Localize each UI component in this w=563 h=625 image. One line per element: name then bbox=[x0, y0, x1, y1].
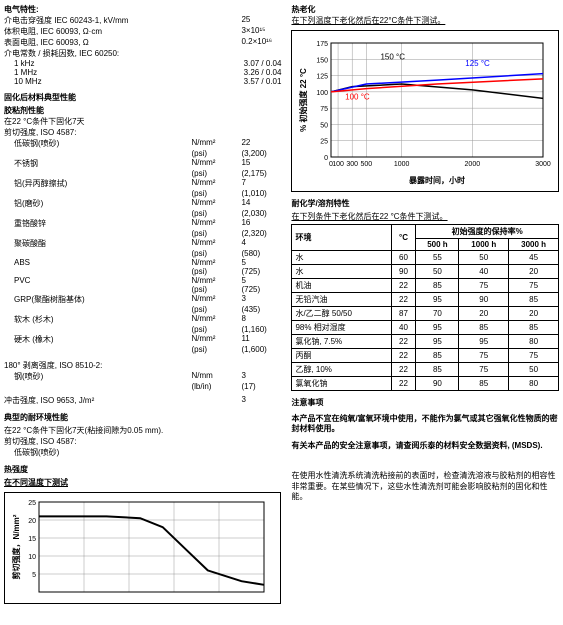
svg-text:100: 100 bbox=[317, 90, 329, 97]
svg-text:3000: 3000 bbox=[536, 161, 552, 168]
wash-note: 在使用水性清洗系统清洗粘接前的表面时，检查清洗溶液与胶粘剂的相容性非常重要。在某… bbox=[291, 471, 559, 502]
freq-row: 10 MHz3.57 / 0.01 bbox=[4, 77, 281, 86]
svg-text:125 °C: 125 °C bbox=[466, 59, 491, 68]
aging-chart-svg: 1751501251007550250010030050010002000300… bbox=[296, 35, 551, 185]
svg-text:175: 175 bbox=[317, 41, 329, 48]
elec-row: 体积电阻, IEC 60093, Ω·cm3×10¹⁵ bbox=[4, 26, 281, 37]
table-row: 水/乙二醇 50/5087702020 bbox=[292, 307, 559, 321]
shear-row: 聚碳酸酯N/mm²4 bbox=[4, 238, 281, 249]
chem-sub: 在下列条件下老化然后在22 °C条件下测试。 bbox=[291, 211, 559, 222]
svg-text:150 °C: 150 °C bbox=[381, 52, 406, 61]
cure-cond: 在22 °C条件下固化7天 bbox=[4, 116, 281, 127]
svg-text:25: 25 bbox=[28, 500, 36, 507]
svg-text:2000: 2000 bbox=[465, 161, 481, 168]
cured-title: 固化后材料典型性能 bbox=[4, 92, 281, 103]
aging-chart: 1751501251007550250010030050010002000300… bbox=[291, 30, 559, 192]
chem-table: 环境°C初始强度的保持率%500 h1000 h3000 h水60555045水… bbox=[291, 224, 559, 391]
msds-note: 有关本产品的安全注意事项，请查阅乐泰的材料安全数据资料, (MSDS). bbox=[291, 441, 559, 451]
adhesive-title: 胶粘剂性能 bbox=[4, 105, 281, 116]
shear-row: ABSN/mm²5 bbox=[4, 258, 281, 267]
env-cond: 在22 °C条件下固化7天(粘接间隙为0.05 mm). bbox=[4, 425, 281, 436]
elec-row: 介电常数 / 损耗因数, IEC 60250: bbox=[4, 48, 281, 59]
svg-text:125: 125 bbox=[317, 74, 329, 81]
freq-row: 1 kHz3.07 / 0.04 bbox=[4, 59, 281, 68]
elec-row: 介电击穿强度 IEC 60243-1, kV/mm25 bbox=[4, 15, 281, 26]
table-row: 无铅汽油22959085 bbox=[292, 293, 559, 307]
svg-text:10: 10 bbox=[28, 554, 36, 561]
shear-row: 硬木 (橡木)N/mm²11 bbox=[4, 334, 281, 345]
notice-body: 本产品不宜在纯氧/富氧环境中使用，不能作为氯气或其它强氧化性物质的密封材料使用。 bbox=[291, 414, 559, 435]
svg-text:100 °C: 100 °C bbox=[346, 93, 371, 102]
aging-sub: 在下列温度下老化然后在22°C条件下测试。 bbox=[291, 15, 559, 26]
shear-row: 重铬酸锌N/mm²16 bbox=[4, 218, 281, 229]
svg-text:暴露时间，小时: 暴露时间，小时 bbox=[408, 175, 465, 185]
elec-row: 表面电阻, IEC 60093, Ω0.2×10¹⁶ bbox=[4, 37, 281, 48]
svg-text:25: 25 bbox=[321, 139, 329, 146]
svg-text:500: 500 bbox=[361, 161, 373, 168]
svg-text:20: 20 bbox=[28, 518, 36, 525]
svg-text:100: 100 bbox=[333, 161, 345, 168]
svg-text:75: 75 bbox=[321, 106, 329, 113]
svg-text:0: 0 bbox=[325, 155, 329, 162]
shear-row: 铝(异丙醇擦拭)N/mm²7 bbox=[4, 178, 281, 189]
shear-row: 铝(磨砂)N/mm²14 bbox=[4, 198, 281, 209]
svg-text:5: 5 bbox=[32, 572, 36, 579]
svg-text:150: 150 bbox=[317, 57, 329, 64]
shear-row: 软木 (杉木)N/mm²8 bbox=[4, 314, 281, 325]
table-row: 98% 相对湿度40958585 bbox=[292, 321, 559, 335]
env-title: 典型的耐环境性能 bbox=[4, 412, 281, 423]
table-row: 机油22857575 bbox=[292, 279, 559, 293]
table-row: 水60555045 bbox=[292, 251, 559, 265]
table-row: 氯化钠, 7.5%22959580 bbox=[292, 335, 559, 349]
heat-title: 热强度 bbox=[4, 464, 281, 475]
freq-row: 1 MHz3.26 / 0.04 bbox=[4, 68, 281, 77]
svg-text:1000: 1000 bbox=[394, 161, 410, 168]
svg-text:300: 300 bbox=[347, 161, 359, 168]
shear2-sub: 低碳钢(喷砂) bbox=[4, 447, 281, 458]
notice-title: 注意事项 bbox=[291, 397, 559, 408]
shear-row: 低碳钢(喷砂)N/mm²22 bbox=[4, 138, 281, 149]
svg-text:剪切强度，N/mm²: 剪切强度，N/mm² bbox=[11, 514, 21, 579]
table-row: 乙醇, 10%22857550 bbox=[292, 363, 559, 377]
peel-row: 钢(喷砂) N/mm 3 bbox=[4, 371, 281, 382]
shear-row: PVCN/mm²5 bbox=[4, 276, 281, 285]
shear-title: 剪切强度, ISO 4587: bbox=[4, 127, 281, 138]
chem-title: 耐化学/溶剂特性 bbox=[291, 198, 559, 209]
peel-title: 180° 剥离强度, ISO 8510-2: bbox=[4, 360, 281, 371]
svg-text:15: 15 bbox=[28, 536, 36, 543]
shear-row: GRP(聚酯树脂基体)N/mm²3 bbox=[4, 294, 281, 305]
svg-text:% 初始强度 22 °C: % 初始强度 22 °C bbox=[298, 68, 308, 132]
table-row: 丙酮22857575 bbox=[292, 349, 559, 363]
elec-title: 电气特性: bbox=[4, 4, 281, 15]
heat-chart-svg: 25 20 15 10 5 剪切强度，N/mm² bbox=[9, 497, 269, 597]
shear-row: 不锈钢N/mm²15 bbox=[4, 158, 281, 169]
table-row: 氯氧化钠22908580 bbox=[292, 377, 559, 391]
impact-row: 冲击强度, ISO 9653, J/m² 3 bbox=[4, 395, 281, 406]
heat-chart: 25 20 15 10 5 剪切强度，N/mm² bbox=[4, 492, 281, 604]
aging-title: 热老化 bbox=[291, 4, 559, 15]
table-row: 水90504020 bbox=[292, 265, 559, 279]
svg-text:50: 50 bbox=[321, 122, 329, 129]
heat-sub: 在不同温度下测试 bbox=[4, 477, 281, 488]
shear2: 剪切强度, ISO 4587: bbox=[4, 436, 281, 447]
